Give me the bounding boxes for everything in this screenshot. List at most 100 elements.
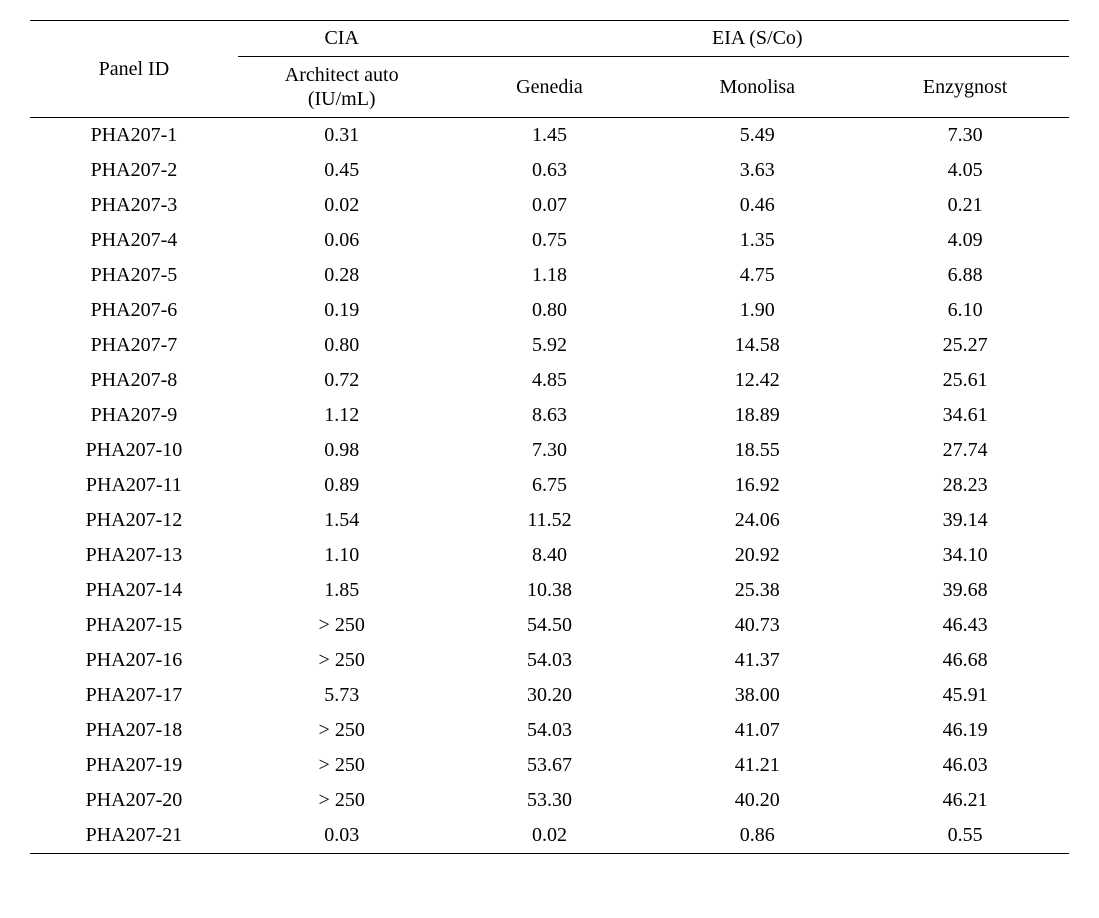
table-row: PHA207-110.896.7516.9228.23: [30, 468, 1069, 503]
cell-enzygnost: 4.05: [861, 153, 1069, 188]
cell-cia: > 250: [238, 783, 446, 818]
cell-monolisa: 14.58: [653, 328, 861, 363]
cell-cia: > 250: [238, 608, 446, 643]
table-row: PHA207-20> 25053.3040.2046.21: [30, 783, 1069, 818]
cell-monolisa: 40.73: [653, 608, 861, 643]
cell-id: PHA207-19: [30, 748, 238, 783]
cell-id: PHA207-21: [30, 818, 238, 854]
cell-cia: > 250: [238, 748, 446, 783]
cell-cia: 0.45: [238, 153, 446, 188]
table-row: PHA207-19> 25053.6741.2146.03: [30, 748, 1069, 783]
cell-enzygnost: 46.03: [861, 748, 1069, 783]
cell-genedia: 11.52: [446, 503, 654, 538]
table-row: PHA207-141.8510.3825.3839.68: [30, 573, 1069, 608]
cell-enzygnost: 34.10: [861, 538, 1069, 573]
table-body: PHA207-10.311.455.497.30PHA207-20.450.63…: [30, 118, 1069, 854]
cell-id: PHA207-14: [30, 573, 238, 608]
cell-monolisa: 40.20: [653, 783, 861, 818]
cell-monolisa: 5.49: [653, 118, 861, 154]
col-architect: Architect auto (IU/mL): [238, 57, 446, 118]
cell-enzygnost: 45.91: [861, 678, 1069, 713]
cell-cia: 1.54: [238, 503, 446, 538]
cell-cia: 0.80: [238, 328, 446, 363]
cell-id: PHA207-17: [30, 678, 238, 713]
cell-enzygnost: 28.23: [861, 468, 1069, 503]
cell-cia: 0.89: [238, 468, 446, 503]
table-row: PHA207-40.060.751.354.09: [30, 223, 1069, 258]
table-row: PHA207-30.020.070.460.21: [30, 188, 1069, 223]
cell-id: PHA207-20: [30, 783, 238, 818]
table-row: PHA207-16> 25054.0341.3746.68: [30, 643, 1069, 678]
table-row: PHA207-18> 25054.0341.0746.19: [30, 713, 1069, 748]
cell-enzygnost: 34.61: [861, 398, 1069, 433]
cell-cia: 0.28: [238, 258, 446, 293]
cell-enzygnost: 0.21: [861, 188, 1069, 223]
cell-monolisa: 1.35: [653, 223, 861, 258]
cell-id: PHA207-8: [30, 363, 238, 398]
table-row: PHA207-175.7330.2038.0045.91: [30, 678, 1069, 713]
cell-id: PHA207-13: [30, 538, 238, 573]
col-panel-id: Panel ID: [30, 21, 238, 118]
cell-monolisa: 0.86: [653, 818, 861, 854]
cell-cia: > 250: [238, 713, 446, 748]
cell-cia: 0.02: [238, 188, 446, 223]
table-row: PHA207-10.311.455.497.30: [30, 118, 1069, 154]
table-row: PHA207-70.805.9214.5825.27: [30, 328, 1069, 363]
table-row: PHA207-20.450.633.634.05: [30, 153, 1069, 188]
cell-id: PHA207-9: [30, 398, 238, 433]
cell-id: PHA207-1: [30, 118, 238, 154]
cell-genedia: 0.75: [446, 223, 654, 258]
cell-enzygnost: 25.27: [861, 328, 1069, 363]
table-row: PHA207-100.987.3018.5527.74: [30, 433, 1069, 468]
table-header: Panel ID CIA EIA (S/Co) Architect auto (…: [30, 21, 1069, 118]
cell-cia: 0.72: [238, 363, 446, 398]
cell-enzygnost: 46.19: [861, 713, 1069, 748]
cell-id: PHA207-10: [30, 433, 238, 468]
cell-genedia: 30.20: [446, 678, 654, 713]
cell-genedia: 8.63: [446, 398, 654, 433]
cell-cia: 1.85: [238, 573, 446, 608]
cell-monolisa: 38.00: [653, 678, 861, 713]
table-row: PHA207-121.5411.5224.0639.14: [30, 503, 1069, 538]
cell-monolisa: 18.89: [653, 398, 861, 433]
cell-genedia: 8.40: [446, 538, 654, 573]
col-monolisa: Monolisa: [653, 57, 861, 118]
table-row: PHA207-80.724.8512.4225.61: [30, 363, 1069, 398]
cell-enzygnost: 39.68: [861, 573, 1069, 608]
cell-genedia: 0.80: [446, 293, 654, 328]
cell-id: PHA207-5: [30, 258, 238, 293]
cell-genedia: 54.03: [446, 713, 654, 748]
cell-monolisa: 41.21: [653, 748, 861, 783]
cell-genedia: 53.67: [446, 748, 654, 783]
cell-id: PHA207-11: [30, 468, 238, 503]
cell-cia: 0.06: [238, 223, 446, 258]
cell-enzygnost: 27.74: [861, 433, 1069, 468]
cell-cia: 0.19: [238, 293, 446, 328]
cell-genedia: 1.45: [446, 118, 654, 154]
cell-enzygnost: 6.10: [861, 293, 1069, 328]
cell-monolisa: 0.46: [653, 188, 861, 223]
cell-genedia: 1.18: [446, 258, 654, 293]
cell-id: PHA207-2: [30, 153, 238, 188]
cell-cia: > 250: [238, 643, 446, 678]
cell-id: PHA207-16: [30, 643, 238, 678]
cell-id: PHA207-15: [30, 608, 238, 643]
cell-enzygnost: 4.09: [861, 223, 1069, 258]
cell-monolisa: 4.75: [653, 258, 861, 293]
cell-id: PHA207-18: [30, 713, 238, 748]
cell-cia: 1.10: [238, 538, 446, 573]
cell-monolisa: 20.92: [653, 538, 861, 573]
cell-enzygnost: 46.43: [861, 608, 1069, 643]
table-row: PHA207-91.128.6318.8934.61: [30, 398, 1069, 433]
cell-monolisa: 18.55: [653, 433, 861, 468]
cell-monolisa: 24.06: [653, 503, 861, 538]
cell-monolisa: 16.92: [653, 468, 861, 503]
cell-monolisa: 41.07: [653, 713, 861, 748]
colgroup-cia: CIA: [238, 21, 446, 57]
cell-cia: 0.03: [238, 818, 446, 854]
cell-cia: 1.12: [238, 398, 446, 433]
cell-id: PHA207-3: [30, 188, 238, 223]
table-row: PHA207-15> 25054.5040.7346.43: [30, 608, 1069, 643]
cell-monolisa: 3.63: [653, 153, 861, 188]
colgroup-eia: EIA (S/Co): [446, 21, 1069, 57]
